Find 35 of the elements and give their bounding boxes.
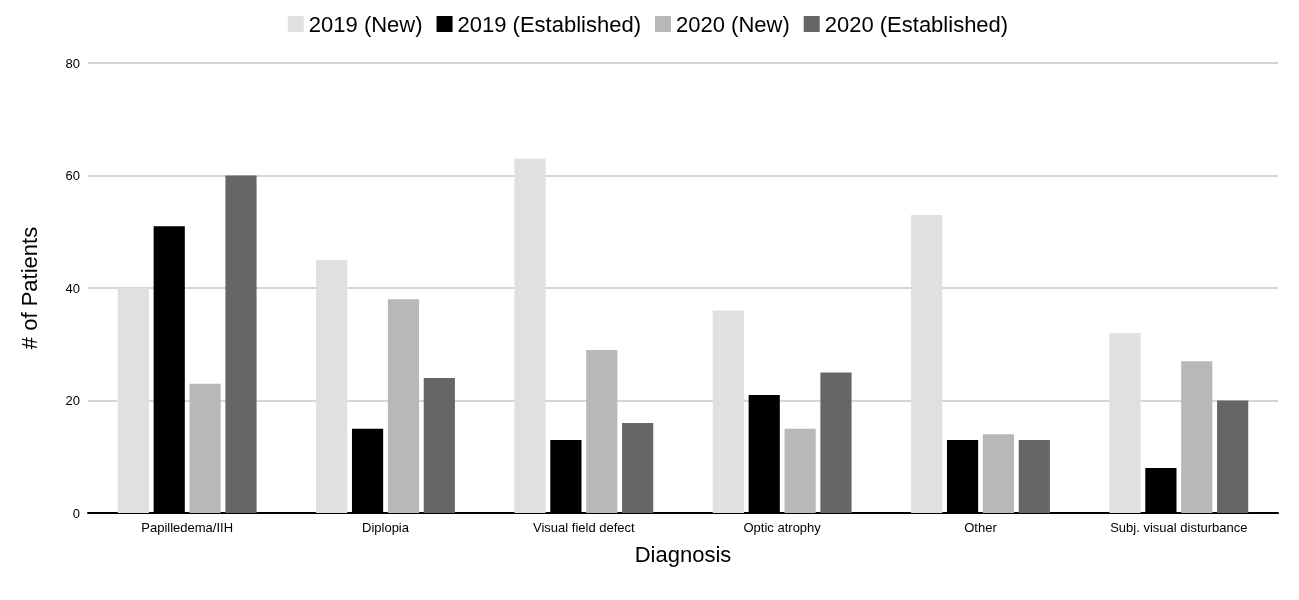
legend-label: 2019 (Established) [457,11,642,37]
bar [1018,439,1050,513]
bar [225,175,257,513]
bar [820,372,852,513]
y-tick-label: 80 [65,55,80,71]
bar [1109,333,1141,513]
y-tick-label: 60 [65,168,80,183]
legend-label: 2020 (New) [676,11,790,37]
bar [586,349,618,513]
legend-label: 2019 (New) [308,11,423,37]
bar [316,259,348,513]
y-tick-label: 20 [65,393,80,408]
bar [117,288,149,513]
legend-label: 2020 (Established) [824,11,1009,37]
x-axis-title: Diagnosis [634,541,732,567]
bar [622,423,654,513]
y-tick-label: 40 [65,280,80,296]
x-tick-label: Optic atrophy [743,520,822,535]
y-axis-title: # of Patients [16,226,42,350]
bar [423,378,455,513]
x-tick-label: Visual field defect [533,520,636,535]
x-tick-label: Subj. visual disturbance [1110,520,1248,535]
x-tick-label: Other [964,520,998,535]
bar [189,383,221,513]
bar [514,158,546,513]
bar [911,214,943,513]
y-tick-label: 0 [72,505,80,521]
bar [784,428,816,513]
bar [982,434,1015,513]
bar [387,299,420,513]
x-tick-label: Papilledema/IIH [141,520,234,535]
bar [1217,400,1249,513]
x-tick-label: Diplopia [362,520,410,535]
bar [712,310,744,513]
bar [1181,361,1213,513]
